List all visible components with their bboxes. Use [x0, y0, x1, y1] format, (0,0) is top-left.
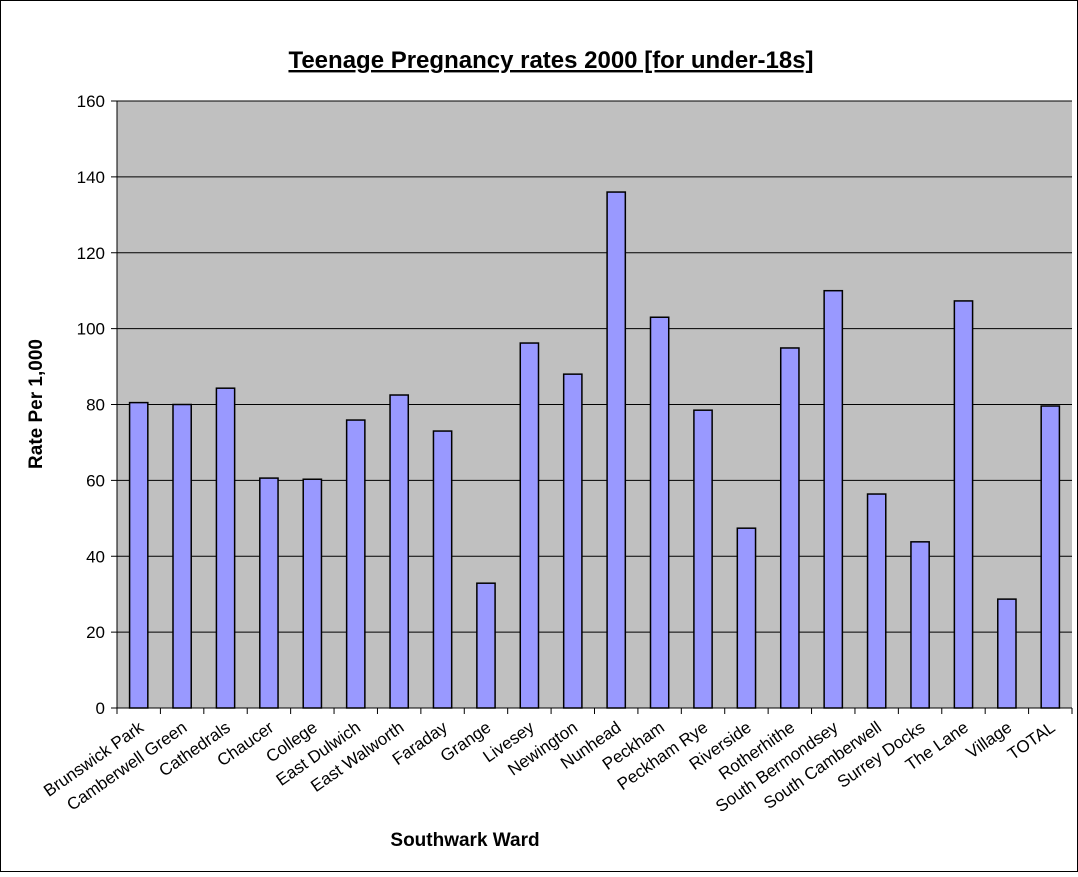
bar — [649, 316, 670, 709]
bar — [997, 598, 1017, 709]
bar — [779, 347, 800, 709]
y-tick-label: 100 — [77, 320, 105, 339]
y-tick-label: 0 — [96, 699, 105, 718]
bar — [128, 401, 149, 709]
bar — [823, 289, 844, 709]
bar — [215, 387, 236, 709]
bar — [432, 430, 453, 709]
y-axis-label: Rate Per 1,000 — [26, 339, 47, 469]
bar — [562, 373, 583, 709]
y-tick-label: 120 — [77, 244, 105, 263]
bar — [736, 527, 757, 709]
y-tick-label: 160 — [77, 92, 105, 111]
y-tick-label: 60 — [86, 471, 105, 490]
x-axis-label: Southwark Ward — [390, 830, 539, 851]
bar — [345, 419, 366, 709]
y-tick-label: 140 — [77, 168, 105, 187]
y-tick-label: 40 — [86, 547, 105, 566]
chart-title: Teenage Pregnancy rates 2000 [for under-… — [288, 47, 813, 74]
bar — [302, 478, 323, 709]
bar — [910, 541, 930, 709]
bar — [389, 394, 410, 709]
y-tick-label: 20 — [86, 623, 105, 642]
bar — [693, 409, 713, 709]
bar — [172, 403, 192, 709]
bar — [259, 477, 279, 709]
bar — [519, 342, 540, 709]
y-tick-label: 80 — [86, 396, 105, 415]
bar — [953, 300, 974, 709]
bar — [476, 582, 496, 709]
bar — [1040, 405, 1061, 709]
bar — [866, 493, 887, 709]
bar — [606, 191, 627, 709]
